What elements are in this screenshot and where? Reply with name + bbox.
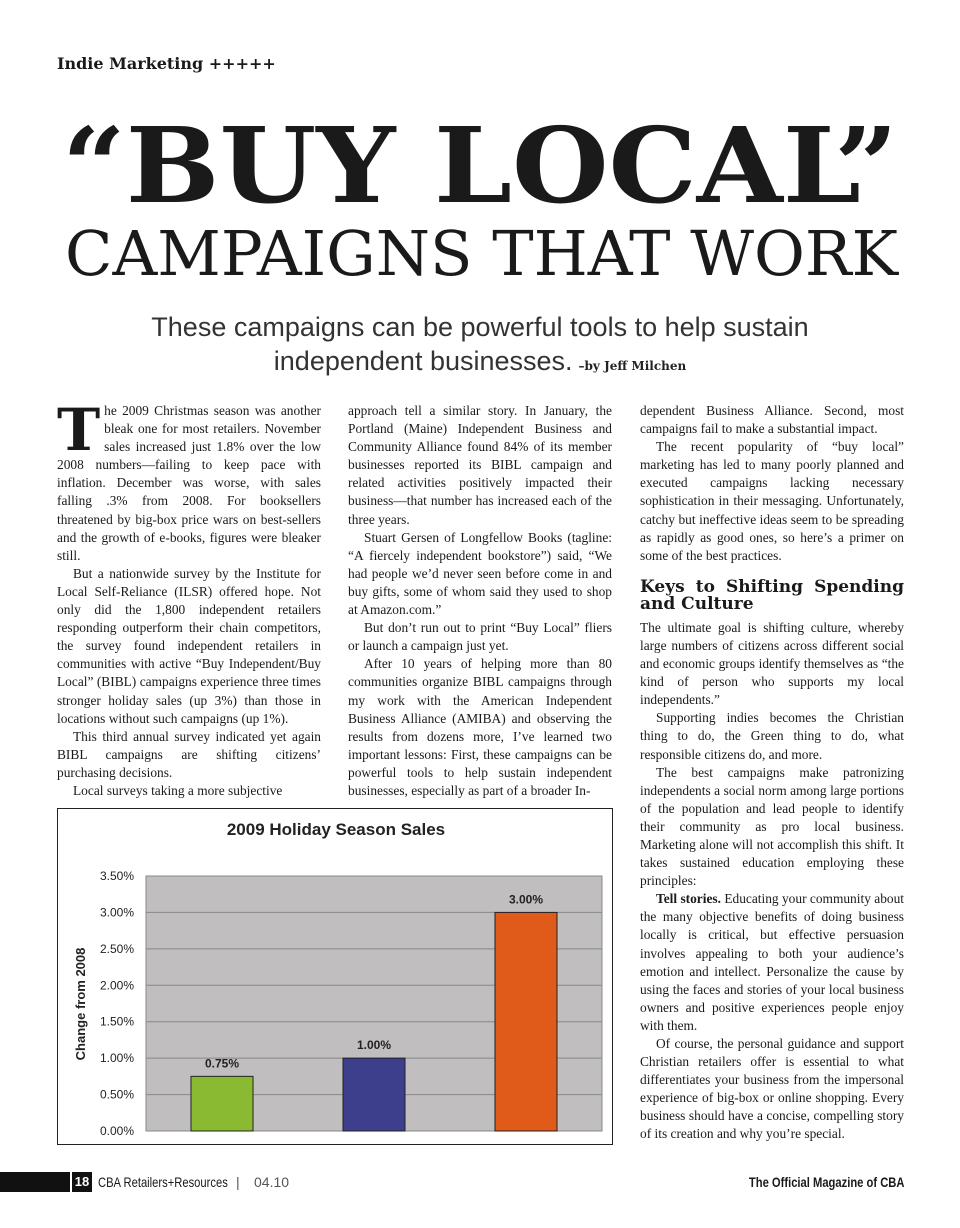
issue: 04.10	[254, 1174, 290, 1190]
byline: –by Jeff Milchen	[578, 359, 687, 373]
bar	[494, 911, 558, 1132]
paragraph-text: But a nationwide survey by the Institute…	[57, 565, 321, 726]
paragraph: Supporting indies becomes the Christian …	[640, 709, 904, 763]
y-tick-label: 1.50%	[100, 1015, 134, 1029]
y-tick-label: 2.00%	[100, 978, 134, 992]
paragraph: Local surveys taking a more subjective	[57, 782, 321, 800]
value-label: 3.00%	[509, 892, 543, 906]
paragraph-text: Supporting indies becomes the Christian …	[640, 710, 904, 762]
paragraph-text: But don’t run out to print “Buy Local” f…	[348, 620, 612, 654]
value-label: 0.75%	[205, 1056, 239, 1070]
subheading: Keys to Shifting Spending and Culture	[640, 576, 904, 614]
paragraph: But don’t run out to print “Buy Local” f…	[348, 619, 612, 655]
y-tick-label: 3.50%	[100, 869, 134, 883]
paragraph-text: Educating your community about the many …	[640, 891, 904, 1033]
lead-in: Tell stories.	[656, 891, 721, 907]
section-label: Indie Marketing +++++	[57, 54, 276, 73]
y-tick-label: 0.50%	[100, 1088, 134, 1102]
paragraph: Of course, the personal guidance and sup…	[640, 1035, 904, 1144]
value-label: 1.00%	[357, 1038, 391, 1052]
chart-frame: 2009 Holiday Season Sales Change from 20…	[57, 808, 613, 1145]
dek: These campaigns can be powerful tools to…	[100, 310, 860, 383]
chart: 2009 Holiday Season Sales Change from 20…	[73, 820, 603, 1138]
bar	[342, 1057, 406, 1132]
footer-tagline: The Official Magazine of CBA	[748, 1174, 904, 1190]
paragraph-text: The best campaigns make patronizing inde…	[640, 764, 904, 889]
headline-title: “BUY LOCAL”	[62, 110, 898, 227]
paragraph-text: Stuart Gersen of Longfellow Books (tagli…	[348, 529, 612, 618]
bar	[190, 1075, 254, 1132]
column: dependent Business Alliance. Second, mos…	[640, 402, 904, 1144]
column: approach tell a similar story. In Januar…	[348, 402, 612, 800]
paragraph: Tell stories. Educating your community a…	[640, 890, 904, 1035]
paragraph: The ultimate goal is shifting culture, w…	[640, 619, 904, 709]
paragraph-text: The recent popularity of “buy local” mar…	[640, 439, 904, 563]
paragraph-text: This third annual survey indicated yet a…	[57, 728, 321, 780]
paragraph-text: The ultimate goal is shifting culture, w…	[640, 619, 904, 708]
y-tick-label: 1.00%	[100, 1051, 134, 1065]
y-tick-label: 2.50%	[100, 942, 134, 956]
y-tick-label: 3.00%	[100, 905, 134, 919]
paragraph-text: Local surveys taking a more subjective	[73, 782, 283, 798]
footer: 18 CBA Retailers+Resources | 04.10 The O…	[0, 1172, 960, 1192]
paragraph: But a nationwide survey by the Institute…	[57, 565, 321, 728]
paragraph: Stuart Gersen of Longfellow Books (tagli…	[348, 529, 612, 619]
paragraph: approach tell a similar story. In Januar…	[348, 402, 612, 529]
headline: “BUY LOCAL” CAMPAIGNS THAT WORK	[62, 110, 900, 290]
paragraph: The recent popularity of “buy local” mar…	[640, 438, 904, 565]
magazine-name: CBA Retailers+Resources	[98, 1174, 228, 1190]
paragraph-text: he 2009 Christmas season was another ble…	[57, 403, 321, 563]
paragraph: The best campaigns make patronizing inde…	[640, 764, 904, 891]
paragraph-text: approach tell a similar story. In Januar…	[348, 403, 612, 527]
separator: |	[236, 1174, 240, 1190]
dek-text: These campaigns can be powerful tools to…	[151, 312, 809, 376]
paragraph: This third annual survey indicated yet a…	[57, 728, 321, 782]
y-axis-label: Change from 2008	[73, 948, 88, 1061]
footer-bar	[0, 1172, 70, 1192]
page-number: 18	[70, 1172, 92, 1192]
paragraph: After 10 years of helping more than 80 c…	[348, 655, 612, 800]
y-tick-label: 0.00%	[100, 1124, 134, 1138]
paragraph: dependent Business Alliance. Second, mos…	[640, 402, 904, 438]
paragraph-text: Of course, the personal guidance and sup…	[640, 1036, 904, 1142]
chart-title: 2009 Holiday Season Sales	[227, 820, 445, 839]
paragraph-text: After 10 years of helping more than 80 c…	[348, 656, 612, 798]
paragraph-text: dependent Business Alliance. Second, mos…	[640, 403, 904, 437]
headline-subtitle: CAMPAIGNS THAT WORK	[65, 217, 900, 290]
drop-cap: T	[57, 396, 101, 464]
